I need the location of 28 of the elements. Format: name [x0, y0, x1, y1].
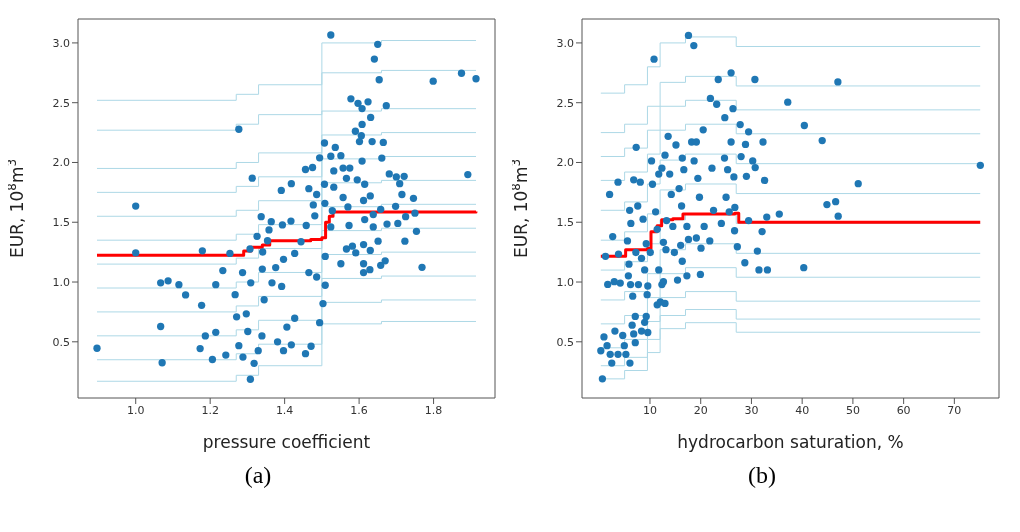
- x-tick-label: 1.8: [424, 403, 443, 417]
- x-tick-label: 70: [947, 403, 962, 417]
- x-tick-label: 60: [896, 403, 911, 417]
- y-tick-label: 2.5: [556, 96, 574, 110]
- y-tick-label: 2.5: [52, 96, 70, 110]
- y-tick-label: 1.0: [556, 275, 574, 289]
- x-tick-label: 1.0: [126, 403, 145, 417]
- x-tick-label: 10: [642, 403, 657, 417]
- y-tick-label: 0.5: [556, 335, 574, 349]
- text: (b): [748, 462, 776, 489]
- y-tick-label: 1.5: [52, 216, 70, 230]
- y-tick-label: 1.0: [52, 275, 70, 289]
- y-tick-label: 2.0: [52, 156, 70, 170]
- x-tick-label: 1.4: [275, 403, 294, 417]
- x-tick-label: 20: [693, 403, 708, 417]
- y-tick-label: 0.5: [52, 335, 70, 349]
- x-tick-label: 1.6: [350, 403, 368, 417]
- y-tick-label: 1.5: [556, 216, 574, 230]
- x-axis-title: hydrocarbon saturation, %: [677, 432, 904, 452]
- y-tick-label: 3.0: [52, 36, 70, 50]
- x-tick-label: 1.2: [201, 403, 219, 417]
- x-axis-title: pressure coefficient: [202, 432, 371, 452]
- y-tick-label: 2.0: [556, 156, 574, 170]
- x-tick-label: 40: [795, 403, 810, 417]
- text: (a): [244, 462, 272, 489]
- x-tick-label: 30: [744, 403, 759, 417]
- y-tick-label: 3.0: [556, 36, 574, 50]
- x-tick-label: 50: [845, 403, 860, 417]
